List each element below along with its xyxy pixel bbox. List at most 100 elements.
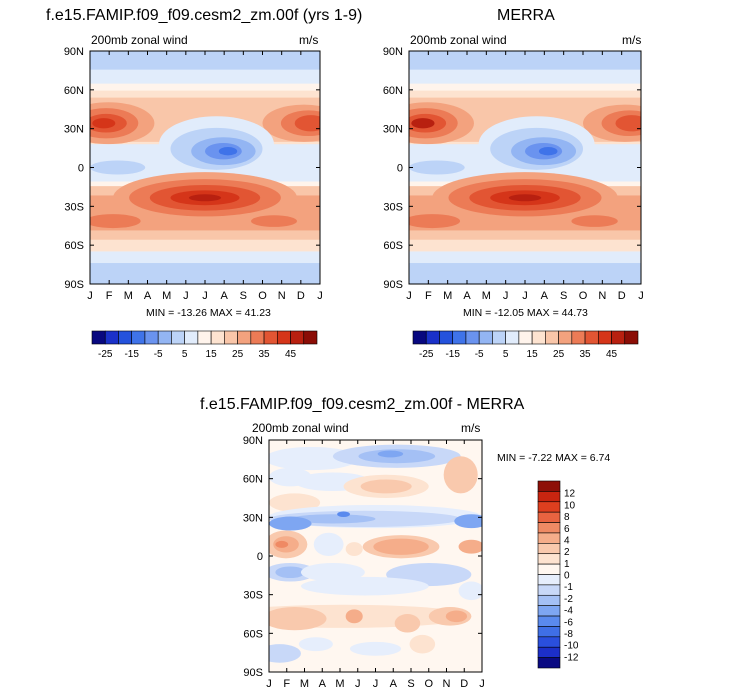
x-tick-label: M bbox=[300, 678, 309, 690]
colorbar-swatch bbox=[91, 330, 106, 345]
panel2-units: m/s bbox=[622, 33, 642, 47]
colorbar-label: -15 bbox=[445, 349, 460, 360]
sh-jet-secondary bbox=[571, 215, 618, 227]
x-tick-label: J bbox=[87, 290, 93, 302]
colorbar-swatch bbox=[224, 330, 238, 345]
x-tick-label: J bbox=[638, 290, 644, 302]
colorbar-swatch bbox=[537, 626, 561, 638]
colorbar-swatch bbox=[197, 330, 212, 345]
x-tick-label: D bbox=[618, 290, 626, 302]
x-tick-label: N bbox=[598, 290, 606, 302]
sh-jet-secondary bbox=[90, 214, 141, 229]
colorbar-swatch bbox=[531, 330, 546, 345]
colorbar-swatch bbox=[537, 615, 561, 627]
colorbar-swatch bbox=[276, 330, 291, 345]
diff-contour bbox=[300, 576, 429, 596]
easterlies-core bbox=[218, 146, 238, 156]
nh-jet-core bbox=[411, 118, 435, 129]
colorbar-label: -25 bbox=[419, 349, 434, 360]
diff-contour bbox=[454, 514, 482, 529]
colorbar-label: 25 bbox=[553, 349, 565, 360]
y-tick-label: 30S bbox=[383, 201, 403, 213]
colorbar-swatch bbox=[184, 330, 199, 345]
colorbar-label: 2 bbox=[564, 547, 570, 558]
colorbar-swatch bbox=[537, 657, 561, 669]
x-tick-label: S bbox=[407, 678, 414, 690]
colorbar-label: 25 bbox=[232, 349, 244, 360]
colorbar-label: -4 bbox=[564, 606, 573, 617]
x-tick-label: A bbox=[463, 290, 471, 302]
panel2-colorbar: -25 -15 -5 5 15 25 35 45 bbox=[412, 330, 639, 360]
x-tick-label: A bbox=[144, 290, 152, 302]
panel3-stats: MIN = -7.22 MAX = 6.74 bbox=[497, 452, 611, 464]
diff-contour bbox=[298, 637, 333, 652]
y-tick-label: 30S bbox=[64, 201, 84, 213]
x-tick-label: F bbox=[283, 678, 290, 690]
x-tick-label: A bbox=[319, 678, 327, 690]
diff-contour bbox=[373, 538, 429, 555]
x-tick-label: J bbox=[202, 290, 208, 302]
colorbar-label: 45 bbox=[285, 349, 297, 360]
y-tick-label: 60N bbox=[243, 474, 263, 486]
colorbar-swatch bbox=[157, 330, 172, 345]
colorbar-label: -1 bbox=[564, 582, 573, 593]
panel1-field bbox=[90, 51, 320, 284]
colorbar-swatch bbox=[537, 574, 561, 586]
colorbar-label: 35 bbox=[579, 349, 591, 360]
diff-contour bbox=[275, 566, 306, 579]
x-tick-label: A bbox=[390, 678, 398, 690]
x-tick-label: D bbox=[297, 290, 305, 302]
y-tick-label: 90N bbox=[383, 46, 403, 58]
x-tick-label: M bbox=[443, 290, 452, 302]
colorbar-swatch bbox=[237, 330, 252, 345]
panel1-units: m/s bbox=[299, 33, 319, 47]
colorbar-swatch bbox=[518, 330, 533, 345]
diff-contour bbox=[345, 609, 363, 624]
colorbar-swatch bbox=[597, 330, 612, 345]
colorbar-swatch bbox=[425, 330, 440, 345]
colorbar-label: -2 bbox=[564, 594, 573, 605]
x-tick-label: A bbox=[220, 290, 228, 302]
colorbar-swatch bbox=[537, 522, 561, 534]
y-tick-label: 90S bbox=[64, 279, 84, 291]
x-tick-label: S bbox=[240, 290, 247, 302]
x-tick-label: S bbox=[560, 290, 567, 302]
diff-contour bbox=[377, 450, 404, 458]
sh-jet-secondary bbox=[409, 214, 461, 229]
colorbar-swatch bbox=[452, 330, 467, 345]
y-tick-label: 90S bbox=[383, 279, 403, 291]
diff-contour bbox=[360, 479, 412, 494]
colorbar-label: 45 bbox=[606, 349, 618, 360]
colorbar-label: -12 bbox=[564, 652, 579, 663]
x-tick-label: M bbox=[162, 290, 171, 302]
diff-contour bbox=[313, 532, 344, 557]
colorbar-swatch bbox=[537, 511, 561, 523]
colorbar-label: 5 bbox=[503, 349, 509, 360]
colorbar-swatch bbox=[250, 330, 265, 345]
colorbar-swatch bbox=[290, 330, 305, 345]
x-tick-label: A bbox=[541, 290, 549, 302]
colorbar-swatch bbox=[537, 563, 561, 575]
colorbar-swatch bbox=[537, 491, 561, 503]
colorbar-swatch bbox=[537, 543, 561, 555]
diff-contour bbox=[458, 539, 482, 554]
diff-contour bbox=[345, 542, 363, 556]
colorbar-swatch bbox=[144, 330, 159, 345]
y-tick-label: 60N bbox=[383, 85, 403, 97]
colorbar-label: -8 bbox=[564, 629, 573, 640]
y-tick-label: 30S bbox=[243, 590, 263, 602]
y-tick-label: 30N bbox=[383, 124, 403, 136]
colorbar-swatch bbox=[571, 330, 586, 345]
panel3-units: m/s bbox=[461, 421, 481, 435]
colorbar-label: 5 bbox=[182, 349, 188, 360]
panel1-left-label: 200mb zonal wind bbox=[91, 33, 188, 47]
y-tick-label: 90S bbox=[243, 667, 263, 679]
panel3-field bbox=[269, 440, 482, 672]
y-tick-label: 0 bbox=[78, 163, 84, 175]
y-tick-label: 30N bbox=[243, 512, 263, 524]
y-tick-label: 90N bbox=[64, 46, 84, 58]
colorbar-label: -10 bbox=[564, 641, 579, 652]
colorbar-swatch bbox=[537, 605, 561, 617]
